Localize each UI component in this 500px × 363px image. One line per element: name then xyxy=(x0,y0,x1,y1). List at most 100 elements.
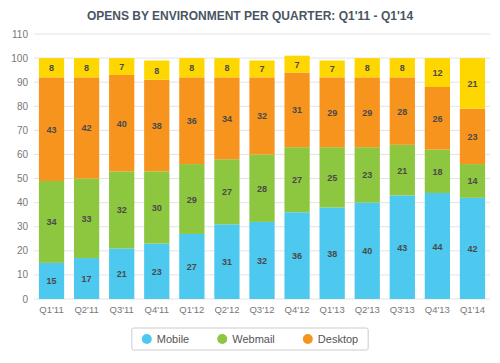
legend-label: Webmail xyxy=(232,333,275,345)
y-tick-label: 80 xyxy=(17,101,29,112)
bar-segment xyxy=(390,195,415,299)
data-label: 17 xyxy=(82,274,92,284)
legend-frame xyxy=(132,328,368,350)
bar-segment xyxy=(249,222,274,299)
chart-container: OPENS BY ENVIRONMENT PER QUARTER: Q1'11 … xyxy=(0,0,500,363)
data-label: 30 xyxy=(152,203,162,213)
bar-segment xyxy=(355,203,380,299)
data-label: 21 xyxy=(397,166,407,176)
x-tick-label: Q1'11 xyxy=(39,304,63,315)
bar-segment xyxy=(39,77,64,181)
x-tick-label: Q4'13 xyxy=(425,304,450,315)
bar-segment xyxy=(460,58,485,109)
bar-segment xyxy=(144,171,169,243)
data-label: 32 xyxy=(117,205,127,215)
y-tick-label: 110 xyxy=(12,29,28,40)
x-axis: Q1'11Q2'11Q3'11Q4'11Q1'12Q2'12Q3'12Q4'12… xyxy=(39,304,485,315)
grid-line xyxy=(34,58,490,59)
bar-segment xyxy=(179,234,204,299)
x-tick-label: Q1'14 xyxy=(460,304,485,315)
bar-segment xyxy=(284,73,309,148)
legend-item: Webmail xyxy=(217,333,275,345)
data-label: 40 xyxy=(362,246,372,256)
bar-segment xyxy=(390,145,415,196)
bar-segment xyxy=(355,147,380,202)
data-label: 8 xyxy=(84,63,89,73)
legend: Mobile Webmail Desktop xyxy=(132,328,368,350)
x-tick-label: Q2'11 xyxy=(74,304,98,315)
data-label: 21 xyxy=(467,79,477,89)
y-tick-label: 0 xyxy=(22,294,28,305)
data-label: 8 xyxy=(154,66,159,76)
data-label: 43 xyxy=(397,243,407,253)
x-tick-label: Q3'13 xyxy=(390,304,415,315)
x-tick-label: Q2'12 xyxy=(214,304,239,315)
bar-segment xyxy=(109,75,134,171)
x-tick-label: Q1'12 xyxy=(179,304,204,315)
bar-segment xyxy=(460,164,485,198)
legend-marker xyxy=(142,334,152,344)
data-label: 29 xyxy=(362,108,372,118)
y-tick-label: 50 xyxy=(17,173,29,184)
data-labels: 1517212327313236384043444234333230292728… xyxy=(47,60,478,287)
data-label: 29 xyxy=(187,195,197,205)
data-label: 7 xyxy=(119,62,124,72)
bar-segment xyxy=(320,207,345,299)
data-label: 8 xyxy=(189,63,194,73)
bar-segment xyxy=(390,77,415,144)
data-label: 31 xyxy=(292,105,302,115)
bar-segment xyxy=(74,258,99,299)
y-tick-label: 30 xyxy=(17,221,29,232)
data-label: 38 xyxy=(327,249,337,259)
data-label: 27 xyxy=(222,187,232,197)
bar-segment xyxy=(214,77,239,159)
y-tick-label: 20 xyxy=(17,245,29,256)
data-label: 23 xyxy=(152,267,162,277)
data-label: 40 xyxy=(117,119,127,129)
y-tick-label: 60 xyxy=(17,149,29,160)
legend-label: Mobile xyxy=(157,333,189,345)
bar-segment xyxy=(320,77,345,147)
data-label: 26 xyxy=(432,114,442,124)
y-tick-label: 70 xyxy=(17,125,29,136)
data-label: 34 xyxy=(222,114,232,124)
data-label: 23 xyxy=(467,132,477,142)
bar-segment xyxy=(284,212,309,299)
data-label: 7 xyxy=(295,60,300,70)
y-axis: 0102030405060708090100110 xyxy=(11,29,490,305)
data-label: 42 xyxy=(82,123,92,133)
bar-segment xyxy=(74,58,99,77)
bar-segment xyxy=(355,58,380,77)
chart-title: OPENS BY ENVIRONMENT PER QUARTER: Q1'11 … xyxy=(87,9,414,23)
bar-segment xyxy=(144,61,169,80)
data-label: 42 xyxy=(467,244,477,254)
y-tick-label: 10 xyxy=(17,269,29,280)
bar-segment xyxy=(39,263,64,299)
data-label: 31 xyxy=(222,257,232,267)
data-label: 36 xyxy=(187,116,197,126)
bar-segment xyxy=(425,58,450,87)
bar-segment xyxy=(249,61,274,78)
bar-segment xyxy=(214,224,239,299)
x-tick-label: Q1'13 xyxy=(320,304,345,315)
bar-segment xyxy=(425,193,450,299)
bar-segment xyxy=(39,58,64,77)
bar-segment xyxy=(39,181,64,263)
y-tick-label: 100 xyxy=(11,53,28,64)
legend-marker xyxy=(217,334,227,344)
data-label: 27 xyxy=(187,262,197,272)
bar-segment xyxy=(425,150,450,193)
bar-segment xyxy=(460,109,485,164)
data-label: 25 xyxy=(327,173,337,183)
data-label: 7 xyxy=(259,64,264,74)
data-label: 34 xyxy=(47,217,57,227)
legend-item: Desktop xyxy=(303,333,358,345)
data-label: 18 xyxy=(432,167,442,177)
bar-segment xyxy=(355,77,380,147)
data-label: 33 xyxy=(82,214,92,224)
bar-segment xyxy=(320,147,345,207)
bar-segment xyxy=(284,56,309,73)
legend-label: Desktop xyxy=(318,333,358,345)
legend-item: Mobile xyxy=(142,333,189,345)
data-label: 43 xyxy=(47,125,57,135)
